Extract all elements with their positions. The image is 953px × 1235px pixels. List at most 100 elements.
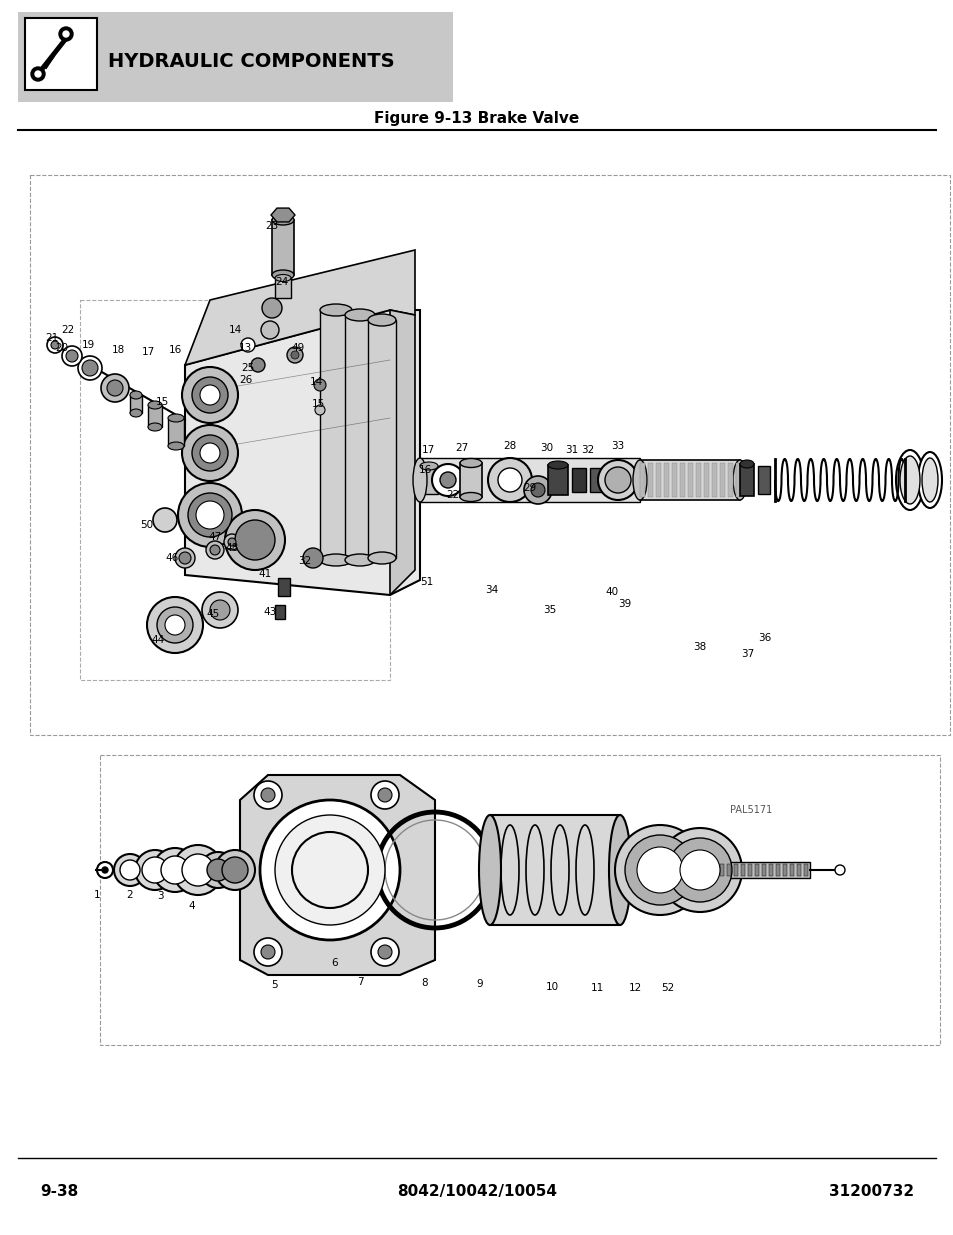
Bar: [639, 463, 644, 496]
Circle shape: [523, 475, 552, 504]
Ellipse shape: [740, 459, 753, 468]
Text: 26: 26: [239, 375, 253, 385]
Circle shape: [174, 548, 194, 568]
Text: 3: 3: [156, 890, 163, 902]
Bar: [740, 464, 753, 496]
Polygon shape: [271, 207, 294, 222]
Text: 16: 16: [418, 466, 431, 475]
Circle shape: [371, 781, 398, 809]
Text: 39: 39: [618, 599, 631, 609]
Circle shape: [142, 857, 168, 883]
Bar: [272, 220, 294, 275]
Ellipse shape: [274, 274, 291, 282]
Text: 8042/10042/10054: 8042/10042/10054: [396, 1184, 557, 1199]
Circle shape: [679, 850, 720, 890]
Circle shape: [624, 835, 695, 905]
Ellipse shape: [345, 555, 375, 566]
Text: 27: 27: [455, 443, 468, 453]
Text: 23: 23: [265, 221, 278, 231]
Circle shape: [432, 464, 463, 496]
Circle shape: [241, 338, 254, 352]
Bar: [419, 458, 639, 501]
Text: 13: 13: [238, 343, 252, 353]
Circle shape: [497, 468, 521, 492]
Text: 16: 16: [168, 345, 181, 354]
Text: 24: 24: [275, 277, 289, 287]
Circle shape: [200, 385, 220, 405]
Ellipse shape: [319, 555, 352, 566]
Circle shape: [59, 27, 73, 41]
Bar: [733, 864, 738, 876]
Circle shape: [102, 867, 108, 873]
Polygon shape: [185, 310, 419, 595]
Bar: [747, 864, 751, 876]
Bar: [18, 12, 453, 103]
Bar: [703, 463, 708, 496]
Bar: [572, 468, 585, 492]
Circle shape: [182, 367, 237, 424]
Circle shape: [157, 606, 193, 643]
Bar: [754, 864, 759, 876]
Text: 2: 2: [127, 890, 133, 900]
Ellipse shape: [633, 459, 646, 500]
Polygon shape: [390, 310, 415, 595]
Bar: [277, 578, 290, 597]
Circle shape: [439, 472, 456, 488]
Text: 44: 44: [152, 635, 165, 645]
Text: HYDRAULIC COMPONENTS: HYDRAULIC COMPONENTS: [108, 52, 395, 70]
Text: 31: 31: [565, 445, 578, 454]
Circle shape: [222, 857, 248, 883]
Text: 34: 34: [485, 585, 498, 595]
Circle shape: [195, 501, 224, 529]
Bar: [419, 466, 437, 494]
Circle shape: [253, 939, 282, 966]
Bar: [720, 463, 724, 496]
Bar: [345, 315, 375, 559]
Bar: [727, 463, 732, 496]
Text: 29: 29: [523, 483, 536, 493]
Ellipse shape: [319, 304, 352, 316]
Text: 30: 30: [539, 443, 553, 453]
Text: 17: 17: [421, 445, 435, 454]
Text: 47: 47: [208, 532, 221, 542]
Circle shape: [667, 839, 731, 902]
Circle shape: [303, 548, 323, 568]
Text: 21: 21: [46, 333, 58, 343]
Bar: [274, 605, 285, 619]
Bar: [656, 463, 660, 496]
Circle shape: [62, 346, 82, 366]
Text: 10: 10: [545, 982, 558, 992]
Circle shape: [120, 860, 140, 881]
Text: 40: 40: [605, 587, 618, 597]
Circle shape: [200, 852, 235, 888]
Text: 38: 38: [693, 642, 706, 652]
Ellipse shape: [732, 459, 746, 500]
Circle shape: [261, 788, 274, 802]
Bar: [720, 862, 809, 878]
Bar: [274, 278, 291, 298]
Bar: [100, 755, 939, 1045]
Bar: [720, 864, 723, 876]
Text: 48: 48: [225, 543, 238, 553]
Circle shape: [314, 379, 326, 391]
Text: 50: 50: [140, 520, 153, 530]
Bar: [796, 864, 801, 876]
Bar: [589, 468, 601, 492]
Ellipse shape: [130, 391, 142, 399]
Circle shape: [377, 945, 392, 960]
Bar: [761, 864, 765, 876]
Circle shape: [225, 510, 285, 571]
Ellipse shape: [419, 462, 437, 471]
Circle shape: [192, 435, 228, 471]
Circle shape: [178, 483, 242, 547]
Text: 51: 51: [420, 577, 434, 587]
Circle shape: [531, 483, 544, 496]
Ellipse shape: [168, 414, 184, 422]
Text: 18: 18: [112, 345, 125, 354]
Circle shape: [165, 615, 185, 635]
Ellipse shape: [168, 442, 184, 450]
Text: 7: 7: [356, 977, 363, 987]
Text: 32: 32: [580, 445, 594, 454]
Circle shape: [179, 552, 191, 564]
Circle shape: [161, 856, 189, 884]
